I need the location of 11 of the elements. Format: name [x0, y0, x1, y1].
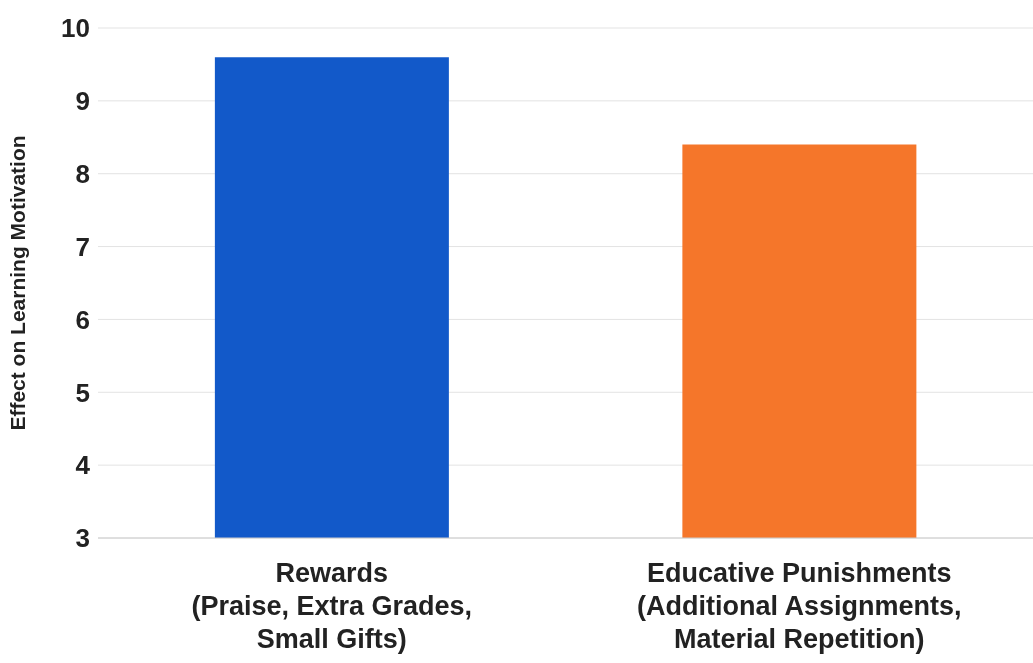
- y-axis-title: Effect on Learning Motivation: [6, 135, 30, 431]
- x-tick-label: Educative Punishments (Additional Assignments, Material Repetition): [636, 558, 962, 654]
- y-tick-label: 10: [61, 13, 90, 44]
- y-tick-label: 3: [75, 523, 90, 554]
- y-tick-label: 4: [75, 450, 91, 481]
- x-tick-label: Rewards (Praise, Extra Grades, Small Gifts): [191, 558, 473, 654]
- y-tick-label: 8: [75, 158, 90, 189]
- y-tick-label: 9: [75, 86, 90, 117]
- y-tick-label: 7: [75, 231, 90, 262]
- y-tick-label: 6: [75, 304, 90, 335]
- y-tick-label: 5: [75, 377, 90, 408]
